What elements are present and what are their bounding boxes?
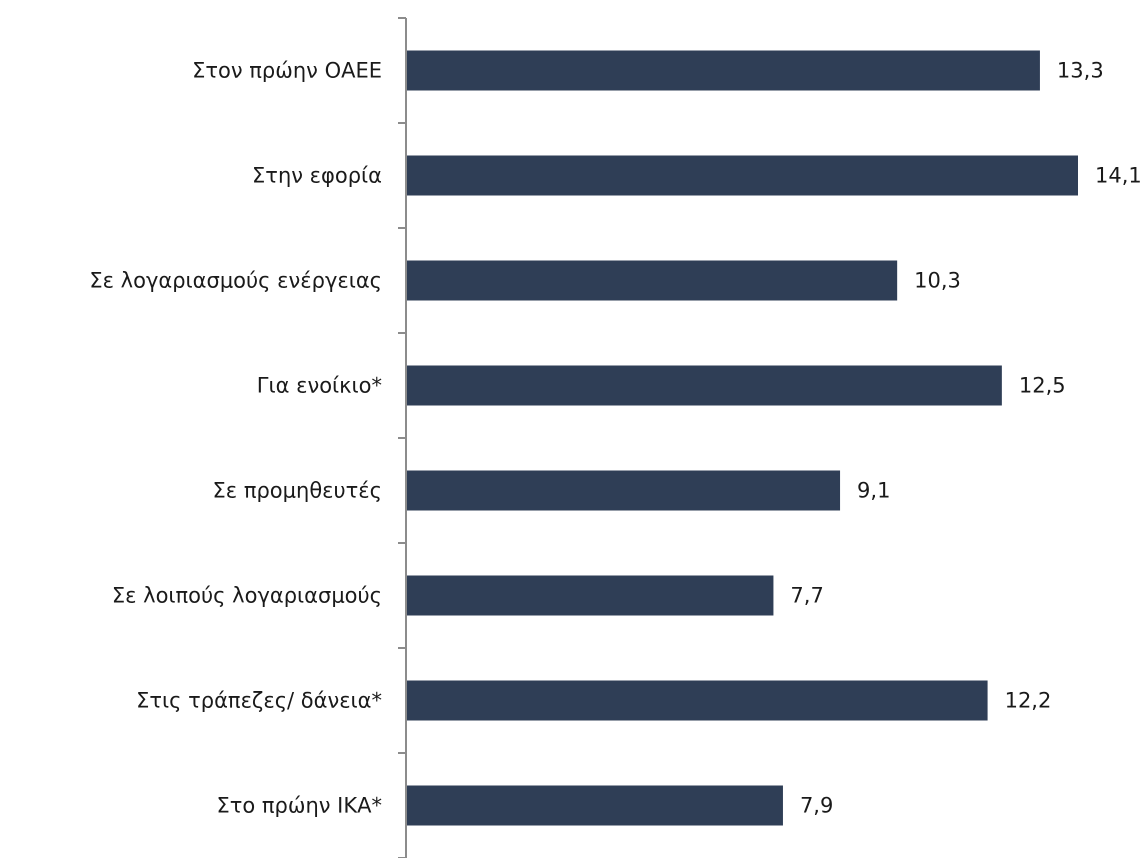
value-label: 12,2 [1005, 689, 1052, 713]
bar [407, 470, 841, 511]
value-label: 9,1 [857, 479, 890, 503]
category-label: Στις τράπεζες/ δάνεια* [136, 689, 382, 713]
value-label: 13,3 [1057, 59, 1104, 83]
value-label: 7,7 [790, 584, 823, 608]
category-label: Στο πρώην ΙΚΑ* [216, 794, 382, 818]
bar [407, 575, 774, 616]
value-label: 7,9 [800, 794, 833, 818]
category-label: Στον πρώην ΟΑΕΕ [192, 59, 382, 83]
category-labels: Στον πρώην ΟΑΕΕ Στην εφορία Σε λογαριασμού… [89, 59, 382, 818]
bar [407, 260, 898, 301]
value-labels: 13,3 14,1 10,3 12,5 9,1 7,7 12,2 7,9 [790, 59, 1141, 818]
bar [407, 680, 988, 721]
value-label: 10,3 [914, 269, 961, 293]
bars-group [407, 50, 1078, 826]
bar [407, 785, 783, 826]
category-label: Σε λογαριασμούς ενέργειας [89, 269, 382, 293]
value-label: 14,1 [1095, 164, 1141, 188]
value-label: 12,5 [1019, 374, 1066, 398]
category-label: Στην εφορία [252, 164, 382, 188]
category-label: Για ενοίκιο* [257, 374, 382, 398]
bar [407, 155, 1078, 196]
category-label: Σε προμηθευτές [213, 479, 382, 503]
category-label: Σε λοιπούς λογαριασμούς [112, 584, 382, 608]
bar [407, 50, 1040, 91]
bar [407, 365, 1002, 406]
axis-ticks [398, 17, 406, 858]
